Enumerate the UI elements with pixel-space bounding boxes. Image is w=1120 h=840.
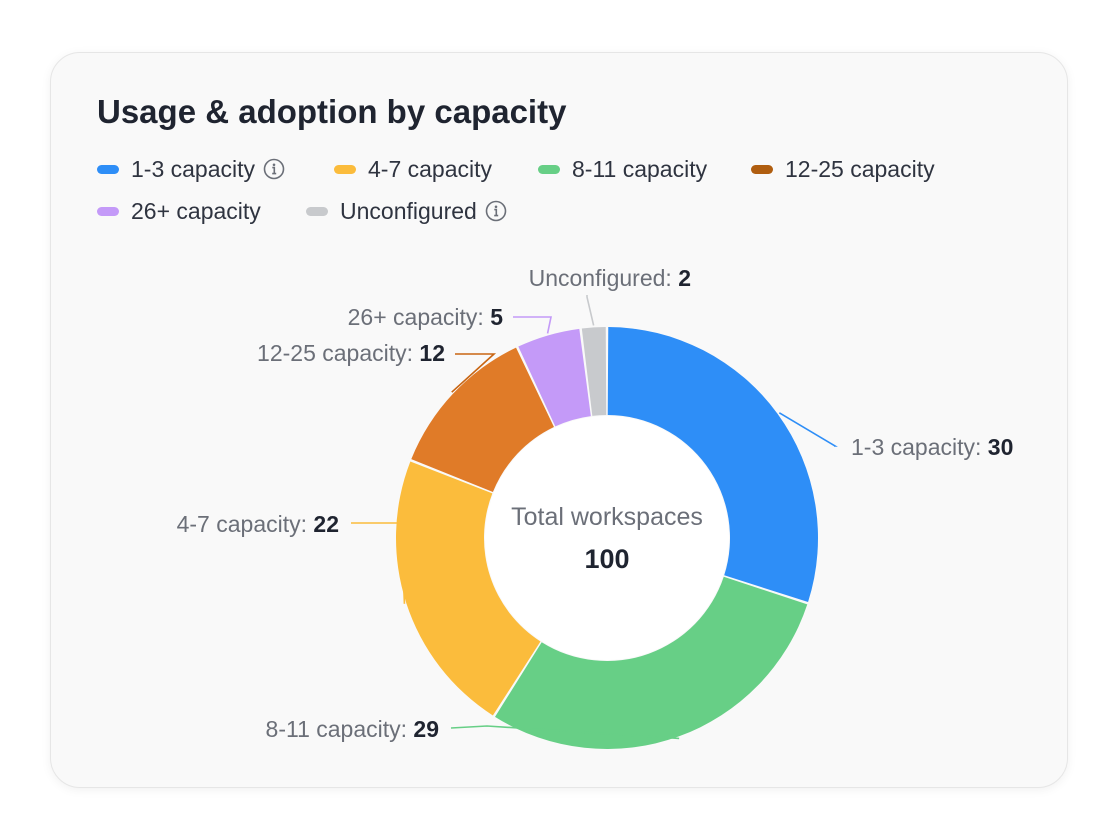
center-total-value: 100 [584, 544, 629, 574]
legend-item-26plus-capacity[interactable]: 26+ capacity [97, 195, 261, 227]
donut-chart: 1-3 capacity: 30 8-11 capacity: 29 4-7 cap… [177, 265, 1013, 749]
chart-card: Usage & adoption by capacity 1-3 capacit… [50, 52, 1068, 788]
data-label-1-3-capacity: 1-3 capacity: 30 [851, 434, 1013, 460]
leader-line-1-3-capacity [778, 412, 838, 447]
legend-swatch [334, 164, 356, 174]
leader-line-4-7-capacity [351, 522, 406, 604]
legend-swatch [306, 206, 328, 216]
legend-item-8-11-capacity[interactable]: 8-11 capacity [538, 153, 707, 185]
legend-swatch [751, 164, 773, 174]
data-label-8-11-capacity: 8-11 capacity: 29 [266, 716, 439, 742]
donut-slice-4-7-capacity[interactable] [395, 461, 541, 716]
legend-item-12-25-capacity[interactable]: 12-25 capacity [751, 153, 935, 185]
data-label-4-7-capacity: 4-7 capacity: 22 [177, 511, 339, 537]
info-icon[interactable] [263, 158, 285, 180]
donut-slice-26plus-capacity[interactable] [518, 328, 591, 427]
legend-label: 8-11 capacity [572, 155, 708, 182]
donut-slice-unconfigured[interactable] [581, 327, 607, 416]
legend-label: 12-25 capacity [785, 155, 935, 182]
donut-hole [485, 416, 729, 660]
legend-item-unconfigured[interactable]: Unconfigured [306, 195, 507, 227]
data-label-12-25-capacity: 12-25 capacity: 12 [257, 340, 445, 366]
data-label-26plus-capacity: 26+ capacity: 5 [348, 304, 504, 330]
legend-swatch [538, 164, 560, 174]
leader-line-12-25-capacity [451, 353, 497, 393]
legend-item-1-3-capacity[interactable]: 1-3 capacity [97, 153, 285, 185]
info-icon[interactable] [485, 200, 507, 222]
card-title: Usage & adoption by capacity [97, 93, 567, 130]
legend-item-4-7-capacity[interactable]: 4-7 capacity [334, 153, 492, 185]
donut-slice-8-11-capacity[interactable] [495, 576, 808, 749]
donut-slice-12-25-capacity[interactable] [411, 347, 554, 493]
donut-slice-1-3-capacity[interactable] [607, 327, 818, 602]
leader-line-unconfigured [586, 295, 595, 326]
legend-label: 4-7 capacity [368, 155, 493, 182]
leader-line-8-11-capacity [450, 725, 680, 740]
legend-label: 1-3 capacity [131, 155, 256, 182]
data-label-unconfigured: Unconfigured: 2 [529, 265, 691, 291]
legend-swatch [97, 206, 119, 216]
legend-swatch [97, 164, 119, 174]
leader-line-26plus-capacity [513, 316, 552, 334]
legend-label: Unconfigured [340, 197, 477, 224]
center-label: Total workspaces [511, 503, 703, 531]
legend-label: 26+ capacity [131, 197, 261, 224]
